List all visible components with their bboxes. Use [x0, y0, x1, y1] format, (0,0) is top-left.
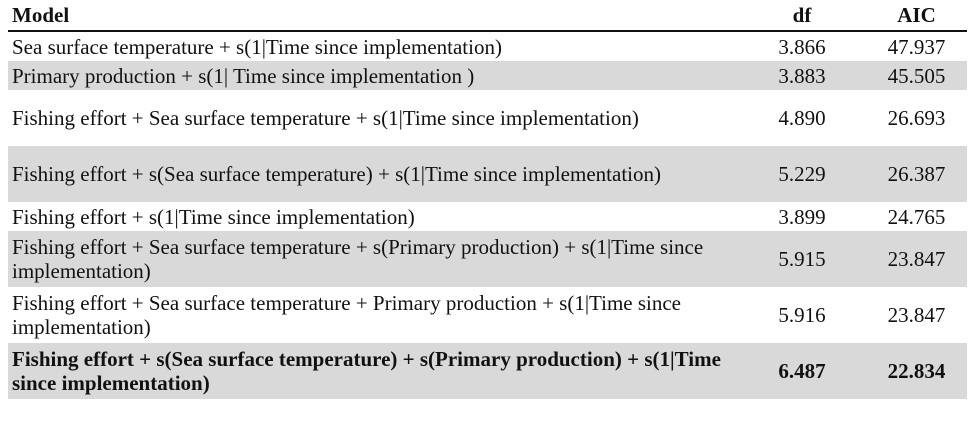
df-cell: 3.866	[778, 34, 826, 59]
aic-cell: 26.387	[866, 146, 967, 202]
model-cell: Fishing effort + s(Sea surface temperatu…	[8, 343, 738, 399]
table-row: Fishing effort + s(1|Time since implemen…	[8, 202, 967, 231]
model-cell: Primary production + s(1| Time since imp…	[8, 61, 738, 90]
aic-cell: 47.937	[887, 34, 946, 59]
df-cell: 6.487	[738, 343, 866, 399]
df-cell: 4.890	[778, 106, 826, 130]
table-row: Sea surface temperature + s(1|Time since…	[8, 31, 967, 61]
aic-cell: 45.505	[866, 61, 967, 90]
model-cell: Fishing effort + Sea surface temperature…	[8, 231, 738, 287]
table-header: Model df AIC	[8, 0, 967, 32]
model-cell: Fishing effort + s(1|Time since implemen…	[12, 204, 415, 229]
header-df: df	[738, 0, 866, 32]
model-cell: Fishing effort + s(Sea surface temperatu…	[8, 146, 738, 202]
aic-cell: 23.847	[887, 303, 946, 327]
df-cell: 5.915	[738, 231, 866, 287]
df-cell: 5.916	[778, 303, 826, 327]
model-comparison-table-container: Model df AIC Sea surface temperature + s…	[8, 0, 967, 399]
df-cell: 3.899	[778, 204, 826, 229]
model-comparison-table: Model df AIC Sea surface temperature + s…	[8, 0, 967, 399]
model-cell: Fishing effort + Sea surface temperature…	[12, 291, 682, 339]
df-cell: 5.229	[738, 146, 866, 202]
aic-cell: 23.847	[866, 231, 967, 287]
table-row: Fishing effort + Sea surface temperature…	[8, 90, 967, 146]
table-row: Fishing effort + s(Sea surface temperatu…	[8, 146, 967, 202]
table-row: Fishing effort + Sea surface temperature…	[8, 231, 967, 287]
header-model: Model	[8, 0, 738, 32]
aic-cell: 22.834	[866, 343, 967, 399]
model-cell: Sea surface temperature + s(1|Time since…	[12, 34, 502, 59]
header-aic: AIC	[866, 0, 967, 32]
table-row: Fishing effort + Sea surface temperature…	[8, 287, 967, 343]
df-cell: 3.883	[738, 61, 866, 90]
best-model-row: Fishing effort + s(Sea surface temperatu…	[8, 343, 967, 399]
table-row: Primary production + s(1| Time since imp…	[8, 61, 967, 90]
aic-cell: 26.693	[887, 106, 946, 130]
model-cell: Fishing effort + Sea surface temperature…	[12, 106, 639, 130]
table-body: Sea surface temperature + s(1|Time since…	[8, 31, 967, 399]
aic-cell: 24.765	[887, 204, 946, 229]
header-row: Model df AIC	[8, 0, 967, 32]
